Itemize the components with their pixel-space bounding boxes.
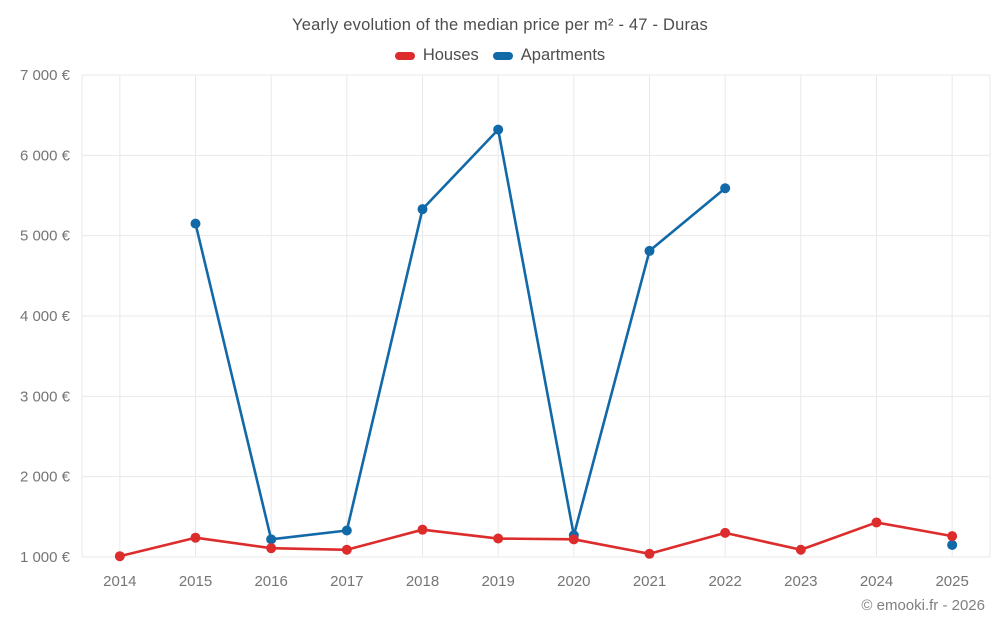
y-axis-tick-label: 2 000 € bbox=[20, 469, 71, 486]
x-axis-tick-label: 2025 bbox=[935, 573, 968, 590]
houses-point-2019[interactable] bbox=[493, 533, 504, 544]
x-axis-tick-label: 2014 bbox=[103, 573, 136, 590]
legend-label-apartments: Apartments bbox=[520, 46, 606, 64]
houses-point-2025[interactable] bbox=[947, 531, 958, 542]
legend: Houses Apartments bbox=[0, 46, 1000, 65]
x-axis-tick-label: 2017 bbox=[330, 573, 363, 590]
apartments-point-2022[interactable] bbox=[720, 183, 731, 194]
houses-point-2018[interactable] bbox=[417, 524, 428, 535]
x-axis-tick-label: 2023 bbox=[784, 573, 817, 590]
apartments-point-2018[interactable] bbox=[417, 204, 428, 215]
x-axis-tick-label: 2019 bbox=[481, 573, 514, 590]
apartments-line bbox=[194, 128, 727, 541]
apartments-point-2016[interactable] bbox=[266, 534, 277, 545]
y-axis-tick-label: 1 000 € bbox=[20, 549, 71, 566]
houses-point-2020[interactable] bbox=[568, 534, 579, 545]
chart-title: Yearly evolution of the median price per… bbox=[292, 16, 708, 34]
x-axis-tick-label: 2021 bbox=[633, 573, 666, 590]
houses-point-2021[interactable] bbox=[644, 548, 655, 559]
houses-point-2017[interactable] bbox=[341, 544, 352, 555]
legend-item-apartments[interactable]: Apartments bbox=[492, 46, 606, 65]
copyright-credit: © emooki.fr - 2026 bbox=[861, 597, 985, 614]
houses-point-2024[interactable] bbox=[871, 517, 882, 528]
houses-point-2022[interactable] bbox=[720, 527, 731, 538]
legend-item-houses[interactable]: Houses bbox=[394, 46, 479, 65]
y-axis-tick-label: 6 000 € bbox=[20, 147, 71, 164]
houses-series-marker-icon bbox=[394, 51, 415, 60]
apartments-point-2015[interactable] bbox=[190, 218, 201, 229]
houses-point-2015[interactable] bbox=[190, 532, 201, 543]
apartments-point-2021[interactable] bbox=[644, 245, 655, 256]
x-axis-tick-label: 2020 bbox=[557, 573, 590, 590]
y-axis-tick-label: 7 000 € bbox=[20, 67, 71, 84]
houses-line bbox=[118, 521, 954, 558]
apartments-point-2019[interactable] bbox=[493, 124, 504, 135]
legend-label-houses: Houses bbox=[422, 46, 479, 64]
y-axis-tick-label: 4 000 € bbox=[20, 308, 71, 325]
x-axis-tick-label: 2018 bbox=[406, 573, 439, 590]
x-axis-tick-label: 2015 bbox=[179, 573, 212, 590]
houses-point-2016[interactable] bbox=[266, 543, 277, 554]
y-axis-tick-label: 3 000 € bbox=[20, 388, 71, 405]
y-axis-tick-label: 5 000 € bbox=[20, 228, 71, 245]
houses-point-2014[interactable] bbox=[114, 551, 125, 562]
x-axis-tick-label: 2022 bbox=[708, 573, 741, 590]
houses-point-2023[interactable] bbox=[795, 544, 806, 555]
apartments-point-2025[interactable] bbox=[947, 539, 958, 550]
apartments-point-2017[interactable] bbox=[341, 525, 352, 536]
apartments-series-marker-icon bbox=[492, 51, 513, 60]
x-axis-tick-label: 2024 bbox=[860, 573, 893, 590]
x-axis-tick-label: 2016 bbox=[254, 573, 287, 590]
